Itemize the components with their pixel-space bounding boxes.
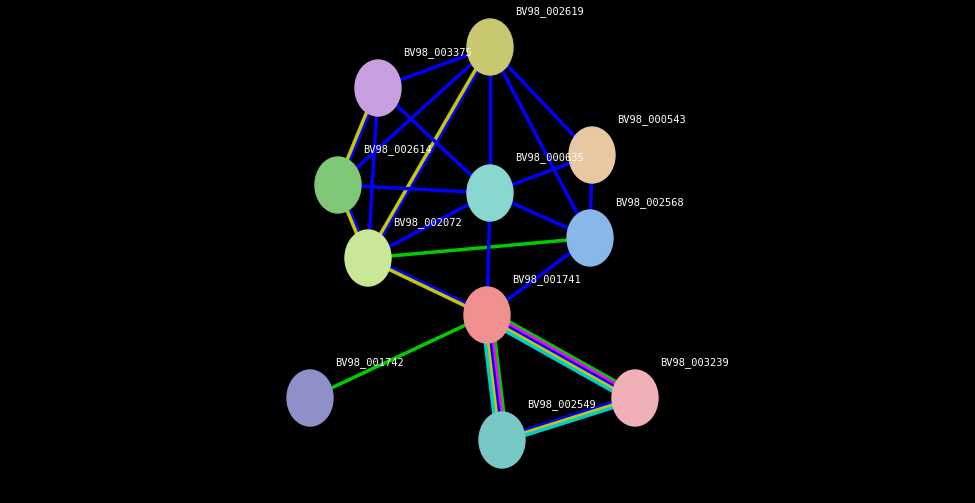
Ellipse shape: [345, 230, 391, 286]
Text: BV98_000543: BV98_000543: [617, 114, 685, 125]
Text: BV98_002072: BV98_002072: [393, 217, 462, 228]
Text: BV98_003375: BV98_003375: [403, 47, 472, 58]
Ellipse shape: [287, 370, 333, 426]
Text: BV98_003239: BV98_003239: [660, 357, 728, 368]
Text: BV98_000635: BV98_000635: [515, 152, 584, 163]
Ellipse shape: [464, 287, 510, 343]
Text: BV98_002614: BV98_002614: [363, 144, 432, 155]
Ellipse shape: [612, 370, 658, 426]
Text: BV98_002568: BV98_002568: [615, 197, 683, 208]
Ellipse shape: [315, 157, 361, 213]
Text: BV98_001742: BV98_001742: [335, 357, 404, 368]
Ellipse shape: [569, 127, 615, 183]
Ellipse shape: [567, 210, 613, 266]
Ellipse shape: [355, 60, 401, 116]
Ellipse shape: [479, 412, 525, 468]
Text: BV98_002549: BV98_002549: [527, 399, 596, 410]
Ellipse shape: [467, 165, 513, 221]
Text: BV98_002619: BV98_002619: [515, 6, 584, 17]
Ellipse shape: [467, 19, 513, 75]
Text: BV98_001741: BV98_001741: [512, 274, 581, 285]
